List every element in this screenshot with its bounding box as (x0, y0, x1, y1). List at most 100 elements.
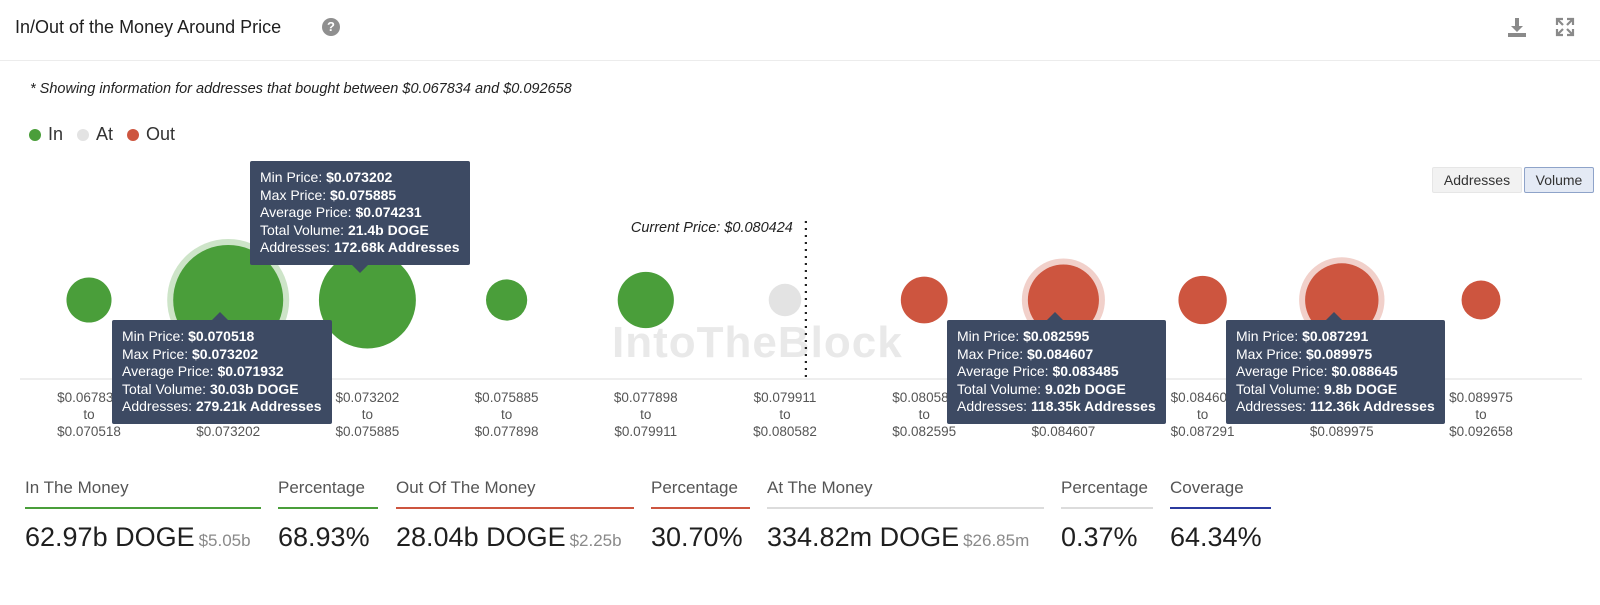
tooltip-addresses-row: Addresses: 172.68k Addresses (260, 239, 460, 256)
stat-6: Coverage 64.34% (1170, 478, 1271, 553)
stat-2: Out Of The Money 28.04b DOGE $2.25b (396, 478, 634, 553)
bubble-out-7[interactable] (1027, 264, 1099, 336)
legend-dot-at (77, 128, 90, 141)
tooltip-max-row: Max Price: $0.073202 (122, 345, 259, 362)
tick-label-10-1: to (1475, 407, 1486, 422)
tick-label-8-1: to (1197, 407, 1208, 422)
tick-label-6-0: $0.080582 (892, 390, 956, 405)
tooltip-max-row: Max Price: $0.089975 (1236, 345, 1373, 362)
current-price-label: Current Price: $0.080424 (631, 220, 793, 236)
stat-value: 30.70% (651, 522, 743, 552)
tick-label-3-0: $0.075885 (475, 390, 539, 405)
tooltip-avg-row: Average Price: $0.071932 (122, 363, 284, 380)
tick-label-10-2: $0.092658 (1449, 424, 1513, 439)
legend-label-in: In (48, 124, 64, 144)
tooltip-arrow (352, 264, 368, 273)
tooltip-bucket-9: Min Price: $0.087291 Max Price: $0.089975… (1226, 312, 1445, 424)
stat-0: In The Money 62.97b DOGE $5.05b (25, 478, 261, 553)
tooltip-volume-row: Total Volume: 9.02b DOGE (957, 380, 1126, 397)
stat-value: 0.37% (1061, 522, 1138, 552)
legend-label-at: At (96, 124, 114, 144)
tick-label-8-2: $0.087291 (1171, 424, 1235, 439)
tick-label-0-1: to (83, 407, 94, 422)
tooltip-bucket-1: Min Price: $0.070518 Max Price: $0.073202… (112, 312, 332, 424)
bubble-out-6[interactable] (900, 276, 948, 324)
stat-label: Percentage (651, 478, 750, 509)
legend-item-at[interactable]: At (77, 124, 113, 145)
tooltip-addresses-row: Addresses: 118.35k Addresses (957, 398, 1156, 415)
tooltip-avg-row: Average Price: $0.088645 (1236, 363, 1398, 380)
tick-label-5-0: $0.079911 (754, 390, 817, 405)
legend: In At Out (29, 124, 175, 145)
stat-4: At The Money 334.82m DOGE $26.85m (767, 478, 1044, 553)
stat-value: 64.34% (1170, 522, 1262, 552)
stat-value: 68.93% (278, 522, 370, 552)
tick-label-0-0: $0.067834 (57, 390, 121, 405)
tooltip-bucket-7: Min Price: $0.082595 Max Price: $0.084607… (947, 312, 1166, 424)
bubble-at-5[interactable] (768, 283, 802, 317)
watermark-logo: IntoTheBlock (612, 318, 903, 367)
stat-value: 28.04b DOGE $2.25b (396, 522, 622, 552)
legend-dot-out (127, 128, 140, 141)
tooltip-volume-row: Total Volume: 30.03b DOGE (122, 380, 299, 397)
stat-usd-value: $26.85m (963, 531, 1030, 550)
tooltip-min-row: Min Price: $0.073202 (260, 169, 393, 185)
stat-label: Out Of The Money (396, 478, 634, 509)
tick-label-5-1: to (779, 407, 790, 422)
bubble-in-4[interactable] (617, 271, 674, 329)
legend-item-in[interactable]: In (29, 124, 63, 145)
tick-label-6-2: $0.082595 (892, 424, 956, 439)
tooltip-addresses-row: Addresses: 112.36k Addresses (1236, 398, 1435, 415)
bubble-out-10[interactable] (1461, 280, 1501, 320)
bubble-in-0[interactable] (66, 277, 112, 323)
tick-label-7-2: $0.084607 (1031, 424, 1095, 439)
tick-label-1-2: $0.073202 (196, 424, 260, 439)
tooltip-arrow (212, 312, 228, 320)
tooltip-min-row: Min Price: $0.070518 (122, 328, 255, 344)
legend-label-out: Out (146, 124, 176, 144)
tick-label-4-1: to (640, 407, 651, 422)
tick-label-5-2: $0.080582 (753, 424, 817, 439)
tick-label-3-1: to (501, 407, 512, 422)
tick-label-2-2: $0.075885 (335, 424, 399, 439)
page-title: In/Out of the Money Around Price (15, 17, 282, 37)
stat-5: Percentage 0.37% (1061, 478, 1153, 553)
tooltip-min-row: Min Price: $0.082595 (957, 328, 1090, 344)
tick-label-4-0: $0.077898 (614, 390, 678, 405)
stat-1: Percentage 68.93% (278, 478, 378, 553)
range-note: * Showing information for addresses that… (30, 81, 572, 97)
stat-3: Percentage 30.70% (651, 478, 750, 553)
tooltip-volume-row: Total Volume: 9.8b DOGE (1236, 380, 1398, 397)
stat-label: Percentage (1061, 478, 1153, 509)
bubble-out-8[interactable] (1178, 275, 1227, 325)
stat-value: 62.97b DOGE $5.05b (25, 522, 251, 552)
stat-label: Coverage (1170, 478, 1271, 509)
panel-header: In/Out of the Money Around Price ? (0, 0, 1600, 61)
expand-icon[interactable] (1554, 16, 1576, 38)
tick-label-2-1: to (362, 407, 373, 422)
stat-label: In The Money (25, 478, 261, 509)
tick-label-10-0: $0.089975 (1449, 390, 1513, 405)
tick-label-3-2: $0.077898 (475, 424, 539, 439)
bubble-out-9[interactable] (1305, 263, 1379, 337)
legend-dot-in (29, 128, 41, 141)
tooltip-max-row: Max Price: $0.084607 (957, 345, 1094, 362)
bubble-in-2[interactable] (318, 251, 416, 349)
tick-label-8-0: $0.084607 (1171, 390, 1235, 405)
stats-row: In The Money 62.97b DOGE $5.05b Percentage 6… (0, 478, 1600, 578)
stat-label: At The Money (767, 478, 1044, 509)
download-icon[interactable] (1506, 16, 1528, 38)
tooltip-avg-row: Average Price: $0.083485 (957, 363, 1119, 380)
tick-label-4-2: $0.079911 (614, 424, 677, 439)
tick-label-0-2: $0.070518 (57, 424, 121, 439)
legend-item-out[interactable]: Out (127, 124, 175, 145)
bubble-in-3[interactable] (486, 279, 528, 321)
tooltip-volume-row: Total Volume: 21.4b DOGE (260, 221, 429, 238)
tooltip-avg-row: Average Price: $0.074231 (260, 204, 422, 221)
question-circle-icon[interactable]: ? (322, 18, 340, 36)
tooltip-bucket-2: Min Price: $0.073202 Max Price: $0.075885… (250, 161, 470, 273)
addresses-toggle-button[interactable]: Addresses (1432, 167, 1522, 193)
tooltip-addresses-row: Addresses: 279.21k Addresses (122, 398, 322, 415)
tick-label-6-1: to (919, 407, 930, 422)
volume-toggle-button[interactable]: Volume (1524, 167, 1594, 193)
